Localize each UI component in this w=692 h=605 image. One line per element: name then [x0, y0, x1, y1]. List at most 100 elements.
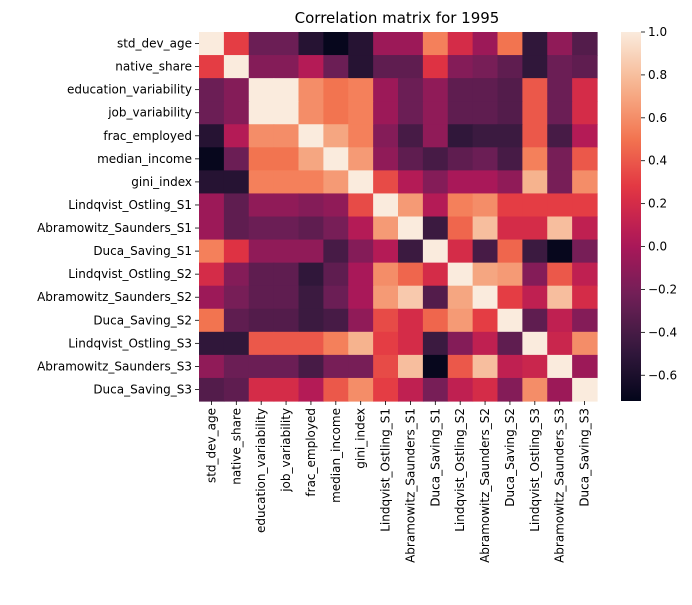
x-tick-label: Lindqvist_Ostling_S3 [528, 408, 542, 532]
heatmap-cell [522, 55, 548, 79]
heatmap-cell [223, 101, 250, 125]
heatmap-cell [273, 124, 300, 148]
y-tick-labels: std_dev_age native_share education_variabi… [37, 37, 199, 396]
heatmap-cell [273, 308, 300, 333]
heatmap-cell [298, 55, 324, 79]
heatmap-cell [497, 354, 523, 379]
heatmap-cell [199, 170, 225, 195]
heatmap-cell [547, 331, 573, 356]
heatmap-cell [298, 377, 324, 402]
colorbar-tick-label: −0.2 [648, 282, 677, 296]
colorbar-tick-label: −0.6 [648, 368, 677, 382]
x-tick-label: Lindqvist_Ostling_S2 [453, 408, 467, 532]
heatmap-cell [323, 262, 349, 287]
heatmap-cell [447, 78, 474, 102]
heatmap-cell [497, 239, 523, 264]
heatmap-cell [298, 101, 324, 125]
heatmap-cell [248, 170, 275, 195]
heatmap-cell [373, 285, 399, 310]
heatmap-cell [373, 78, 399, 102]
x-tick-label: gini_index [354, 408, 368, 469]
heatmap-cell [422, 216, 449, 241]
heatmap-cell [522, 262, 548, 287]
heatmap-cell [522, 193, 548, 218]
heatmap-cell [522, 354, 548, 379]
heatmap-cell [547, 354, 573, 379]
heatmap-cell [447, 147, 474, 171]
heatmap-cell [199, 193, 225, 218]
heatmap-cell [572, 55, 598, 79]
heatmap-cell [373, 354, 399, 379]
heatmap-cell [522, 147, 548, 171]
heatmap-cell [422, 354, 449, 379]
heatmap-cell [422, 331, 449, 356]
heatmap-cell [348, 285, 374, 310]
y-tick-label: Lindqvist_Ostling_S2 [68, 267, 192, 281]
heatmap-cell [323, 216, 349, 241]
heatmap-cell [572, 216, 598, 241]
heatmap-cell [373, 331, 399, 356]
heatmap-cell [447, 308, 474, 333]
y-tick-label: gini_index [131, 175, 192, 189]
heatmap-cell [522, 78, 548, 102]
heatmap-cell [323, 124, 349, 148]
heatmap-cell [323, 55, 349, 79]
heatmap-cell [248, 216, 275, 241]
y-tick-label: job_variability [107, 106, 192, 120]
heatmap-cell [323, 239, 349, 264]
heatmap-cell [572, 32, 598, 56]
heatmap-cell [398, 55, 424, 79]
heatmap-cell [398, 331, 424, 356]
heatmap-cell [298, 354, 324, 379]
heatmap-cell [373, 216, 399, 241]
y-tick-label: native_share [115, 60, 192, 74]
heatmap-cell [398, 101, 424, 125]
heatmap-cell [522, 285, 548, 310]
heatmap-cell [447, 55, 474, 79]
heatmap-cell [273, 331, 300, 356]
heatmap-cell [273, 170, 300, 195]
heatmap-cell [447, 354, 474, 379]
heatmap-cell [199, 55, 225, 79]
heatmap-cell [373, 32, 399, 56]
heatmap-cell [497, 262, 523, 287]
heatmap-cell [248, 262, 275, 287]
heatmap-cell [223, 55, 250, 79]
y-tick-label: std_dev_age [117, 37, 192, 51]
heatmap-cell [547, 308, 573, 333]
y-tick-label: Lindqvist_Ostling_S3 [68, 336, 192, 350]
heatmap-cell [497, 78, 523, 102]
heatmap-cell [223, 124, 250, 148]
heatmap-cell [273, 32, 300, 56]
heatmap-cell [348, 377, 374, 402]
heatmap-cell [472, 262, 499, 287]
heatmap-cell [497, 216, 523, 241]
heatmap-cell [323, 32, 349, 56]
colorbar-tick-label: 0.2 [648, 197, 667, 211]
heatmap-cell [398, 354, 424, 379]
heatmap-cell [323, 308, 349, 333]
heatmap-cell [547, 285, 573, 310]
heatmap-cell [497, 32, 523, 56]
heatmap-cell [472, 124, 499, 148]
heatmap-cell [298, 239, 324, 264]
heatmap-cell [522, 377, 548, 402]
heatmap-cell [348, 147, 374, 171]
heatmap-cell [323, 285, 349, 310]
heatmap-cell [199, 239, 225, 264]
heatmap-cell [298, 147, 324, 171]
heatmap-cell [547, 78, 573, 102]
heatmap-cells [199, 32, 598, 402]
heatmap-cell [248, 308, 275, 333]
heatmap-cell [522, 239, 548, 264]
heatmap-cell [348, 193, 374, 218]
colorbar-tick-label: 1.0 [648, 25, 667, 39]
heatmap-cell [398, 216, 424, 241]
heatmap-cell [373, 193, 399, 218]
heatmap-cell [422, 55, 449, 79]
heatmap-cell [398, 377, 424, 402]
heatmap-cell [447, 32, 474, 56]
heatmap-cell [373, 308, 399, 333]
heatmap-cell [223, 377, 250, 402]
